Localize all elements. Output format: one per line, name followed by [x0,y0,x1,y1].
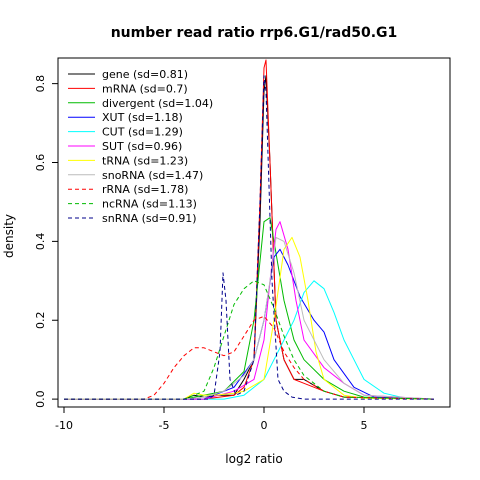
legend-label: snoRNA (sd=1.47) [102,169,203,182]
y-axis-label: density [2,214,16,258]
x-tick-label: -10 [55,419,73,432]
legend-label: divergent (sd=1.04) [102,97,213,110]
x-tick-label: -5 [159,419,170,432]
x-tick-label: 5 [361,419,368,432]
y-tick-label: 0.0 [34,390,47,408]
axis-ticks: -10 -5 0 5 0.0 0.2 0.4 0.6 0.8 [34,75,368,432]
legend-label: tRNA (sd=1.23) [102,154,188,167]
y-tick-label: 0.4 [34,233,47,251]
series-line-1 [64,59,435,400]
series-layer [64,59,435,400]
series-line-2 [64,217,435,400]
y-tick-label: 0.8 [34,75,47,93]
plot-frame [57,57,451,408]
legend: gene (sd=0.81)mRNA (sd=0.7) divergent (sd… [68,68,213,225]
legend-label: CUT (sd=1.29) [102,126,183,139]
legend-label: rRNA (sd=1.78) [102,183,188,196]
x-tick-label: 0 [261,419,268,432]
y-tick-label: 0.2 [34,311,47,329]
series-line-5 [64,221,435,400]
x-axis-label: log2 ratio [225,452,282,466]
series-line-6 [64,236,435,400]
chart-title: number read ratio rrp6.G1/rad50.G1 [111,25,398,41]
legend-label: XUT (sd=1.18) [102,111,183,124]
legend-label: SUT (sd=0.96) [102,140,182,153]
legend-label: snRNA (sd=0.91) [102,212,197,225]
series-line-7 [64,236,435,400]
legend-label: mRNA (sd=0.7) [102,82,188,95]
legend-label: gene (sd=0.81) [102,68,188,81]
legend-label: ncRNA (sd=1.13) [102,198,197,211]
series-line-4 [64,280,435,400]
series-line-8 [64,315,435,400]
series-line-9 [64,280,435,400]
y-tick-label: 0.6 [34,154,47,172]
